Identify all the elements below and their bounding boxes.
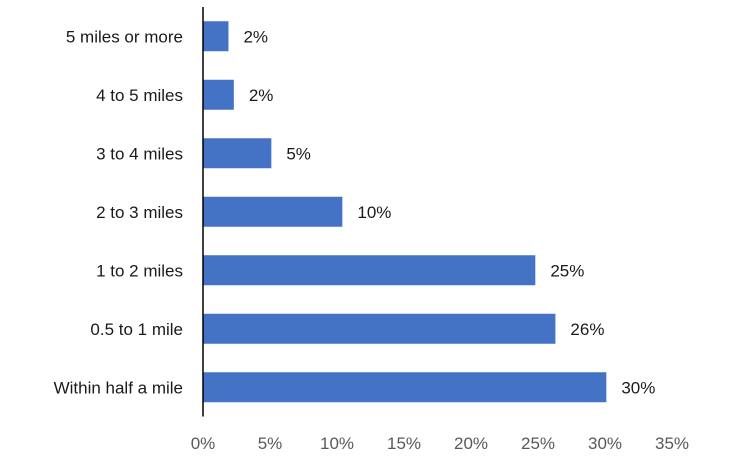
category-label: 1 to 2 miles: [96, 261, 183, 280]
data-label: 2%: [249, 86, 274, 105]
data-label: 2%: [243, 27, 268, 46]
bar-4: [203, 196, 343, 227]
x-tick-label: 20%: [454, 434, 488, 453]
bar-3: [203, 138, 272, 169]
data-label: 26%: [570, 320, 604, 339]
bar-6: [203, 313, 556, 344]
category-label: 0.5 to 1 mile: [90, 320, 183, 339]
data-label: 10%: [357, 203, 391, 222]
labels-layer: 5 miles or more 2% 4 to 5 miles 2% 3 to 4 mi…: [54, 27, 689, 453]
x-tick-label: 15%: [387, 434, 421, 453]
data-label: 30%: [621, 378, 655, 397]
data-label: 25%: [550, 261, 584, 280]
x-tick-label: 10%: [320, 434, 354, 453]
data-label: 5%: [286, 144, 311, 163]
category-label: Within half a mile: [54, 378, 183, 397]
bar-2: [203, 79, 234, 110]
x-tick-label: 35%: [655, 434, 689, 453]
bar-7: [203, 372, 607, 403]
x-tick-label: 5%: [258, 434, 283, 453]
x-tick-label: 25%: [521, 434, 555, 453]
category-label: 3 to 4 miles: [96, 144, 183, 163]
x-tick-label: 0%: [191, 434, 216, 453]
bar-1: [203, 21, 229, 52]
category-label: 5 miles or more: [66, 27, 183, 46]
category-label: 4 to 5 miles: [96, 86, 183, 105]
x-tick-label: 30%: [588, 434, 622, 453]
bars-layer: [203, 21, 607, 403]
category-label: 2 to 3 miles: [96, 203, 183, 222]
bar-5: [203, 255, 536, 286]
